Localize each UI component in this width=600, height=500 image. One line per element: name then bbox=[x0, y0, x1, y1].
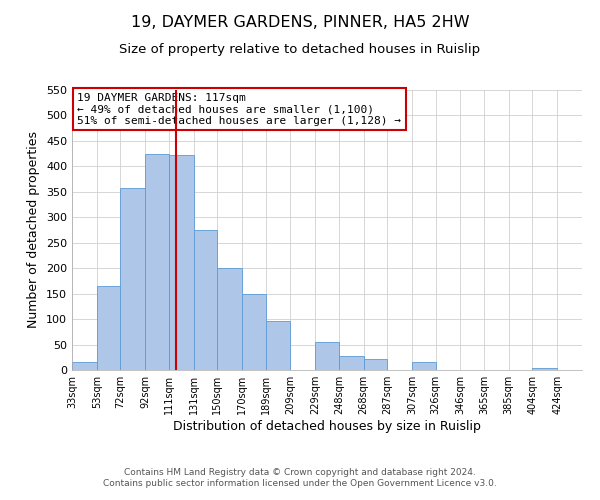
Bar bbox=[339, 356, 364, 370]
Text: Size of property relative to detached houses in Ruislip: Size of property relative to detached ho… bbox=[119, 42, 481, 56]
Text: Contains HM Land Registry data © Crown copyright and database right 2024.
Contai: Contains HM Land Registry data © Crown c… bbox=[103, 468, 497, 487]
Bar bbox=[364, 359, 387, 370]
Bar bbox=[266, 320, 290, 370]
Text: 19 DAYMER GARDENS: 117sqm
← 49% of detached houses are smaller (1,100)
51% of se: 19 DAYMER GARDENS: 117sqm ← 49% of detac… bbox=[77, 93, 401, 126]
Bar bbox=[194, 230, 217, 370]
Bar bbox=[532, 368, 557, 370]
Bar bbox=[169, 154, 194, 370]
Bar bbox=[242, 294, 266, 370]
Y-axis label: Number of detached properties: Number of detached properties bbox=[28, 132, 40, 328]
Bar bbox=[97, 286, 121, 370]
Bar bbox=[121, 188, 145, 370]
Bar bbox=[412, 362, 436, 370]
Bar bbox=[315, 342, 339, 370]
Text: 19, DAYMER GARDENS, PINNER, HA5 2HW: 19, DAYMER GARDENS, PINNER, HA5 2HW bbox=[131, 15, 469, 30]
Bar bbox=[217, 268, 242, 370]
Bar bbox=[145, 154, 169, 370]
X-axis label: Distribution of detached houses by size in Ruislip: Distribution of detached houses by size … bbox=[173, 420, 481, 433]
Bar bbox=[72, 362, 97, 370]
